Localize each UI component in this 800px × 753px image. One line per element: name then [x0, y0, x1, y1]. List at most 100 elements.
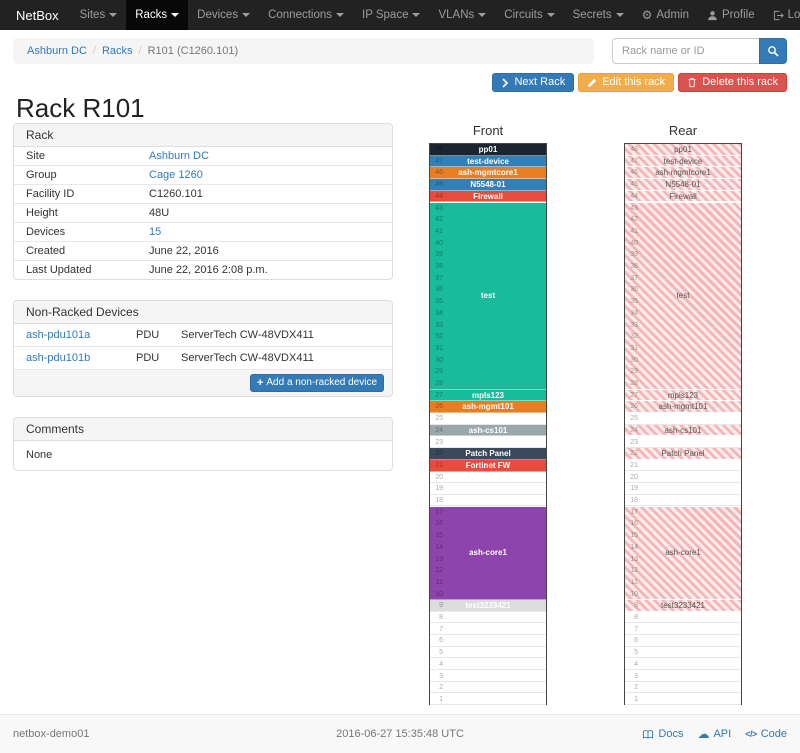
footer-link-label: API — [713, 728, 732, 740]
button-label: Edit this rack — [602, 76, 666, 88]
rack-unit — [430, 612, 546, 624]
table-row: Site Ashburn DC — [14, 147, 392, 166]
book-icon — [642, 729, 654, 740]
nav-item-devices[interactable]: Devices — [188, 0, 259, 30]
nav-item-vlans[interactable]: VLANs — [429, 0, 495, 30]
rack-device[interactable]: ash-mgmtcore1 — [625, 167, 741, 180]
rack-device[interactable]: mpls123 — [625, 389, 741, 402]
nav-item-connections[interactable]: Connections — [259, 0, 353, 30]
attribute-value-link[interactable]: Ashburn DC — [149, 150, 209, 162]
rear-rack-title: Rear — [668, 123, 698, 138]
nav-item-secrets[interactable]: Secrets — [564, 0, 633, 30]
unit-number: 1 — [439, 695, 443, 703]
nav-item-label: Racks — [135, 9, 168, 21]
rack-device[interactable]: ash-core1 — [430, 506, 546, 601]
footer-hostname: netbox-demo01 — [13, 728, 90, 740]
rack-device[interactable]: Firewall — [625, 190, 741, 203]
search-button[interactable] — [759, 38, 787, 64]
logout-icon — [773, 10, 784, 21]
edit-rack-button[interactable]: Edit this rack — [578, 73, 675, 92]
rack-device[interactable]: pp01 — [430, 144, 546, 156]
rack-device[interactable]: N5548-01 — [430, 179, 546, 191]
unit-number: 44 — [435, 192, 443, 200]
device-link[interactable]: ash-pdu101b — [26, 352, 91, 364]
unit-number: 19 — [630, 485, 638, 493]
gear-icon: ⚙ — [641, 8, 653, 22]
unit-number: 2 — [634, 684, 638, 692]
nav-item-racks[interactable]: Racks — [126, 0, 189, 30]
footer-link-docs[interactable]: Docs — [642, 728, 683, 740]
nav-item-ip-space[interactable]: IP Space — [353, 0, 429, 30]
unit-number: 9 — [439, 602, 443, 610]
rack-device[interactable]: N5548-01 — [625, 179, 741, 191]
rack-device[interactable]: test — [430, 202, 546, 390]
unit-number: 15 — [630, 532, 638, 540]
rack-device[interactable]: test3233421 — [625, 600, 741, 612]
rack-device[interactable]: test — [625, 202, 741, 390]
unit-number: 34 — [435, 309, 443, 317]
unit-number: 7 — [439, 625, 443, 633]
nav-item-sites[interactable]: Sites — [71, 0, 127, 30]
footer-link-code[interactable]: </> Code — [745, 728, 787, 740]
search-input[interactable] — [612, 38, 760, 64]
unit-number: 27 — [630, 391, 638, 399]
rack-device[interactable]: pp01 — [625, 144, 741, 156]
device-link[interactable]: ash-pdu101a — [26, 329, 91, 341]
rack-device[interactable]: test-device — [430, 155, 546, 168]
rack-unit — [430, 471, 546, 483]
rack-device[interactable]: ash-mgmt101 — [430, 401, 546, 414]
breadcrumb-link[interactable]: Racks — [101, 45, 133, 57]
nav-item-profile[interactable]: Profile — [698, 0, 764, 30]
rack-device[interactable]: ash-core1 — [625, 506, 741, 601]
nav-item-admin[interactable]: ⚙ Admin — [633, 0, 698, 30]
caret-down-icon — [412, 13, 421, 17]
unit-number: 31 — [630, 344, 638, 352]
non-racked-panel-title: Non-Racked Devices — [14, 301, 392, 324]
unit-number: 43 — [435, 204, 443, 212]
rack-device[interactable]: ash-cs101 — [625, 424, 741, 437]
table-row: Height 48U — [14, 204, 392, 223]
attribute-label: Created — [26, 245, 66, 257]
rack-device[interactable]: Firewall — [430, 190, 546, 203]
add-non-racked-device-button[interactable]: + Add a non-racked device — [249, 374, 384, 392]
nav-item-label: VLANs — [438, 9, 475, 21]
rack-device[interactable]: Patch Panel — [430, 448, 546, 460]
unit-number: 45 — [435, 181, 443, 189]
caret-down-icon — [242, 13, 251, 17]
nav-item-circuits[interactable]: Circuits — [495, 0, 563, 30]
device-name-cell: ash-pdu101b — [14, 347, 136, 369]
attribute-value-link[interactable]: Cage 1260 — [149, 169, 203, 181]
unit-number: 38 — [630, 263, 638, 270]
unit-number: 24 — [435, 426, 443, 434]
footer-link-api[interactable]: ☁ API — [697, 728, 731, 740]
rack-device[interactable]: test3233421 — [430, 600, 546, 612]
unit-number: 20 — [435, 473, 443, 481]
nav-item-label: Circuits — [504, 9, 543, 21]
unit-number: 32 — [630, 333, 638, 341]
rack-device[interactable]: test-device — [625, 155, 741, 168]
rack-unit — [430, 413, 546, 425]
rack-device[interactable]: Patch Panel — [625, 448, 741, 460]
nav-item-log-out[interactable]: Log out — [764, 0, 800, 30]
unit-number: 46 — [630, 169, 638, 177]
rack-device[interactable]: mpls123 — [430, 389, 546, 402]
rack-device[interactable]: ash-mgmtcore1 — [430, 167, 546, 180]
cloud-icon: ☁ — [697, 727, 710, 741]
unit-number: 35 — [435, 298, 443, 306]
unit-number: 13 — [435, 555, 443, 563]
nav-item-label: Sites — [79, 9, 106, 21]
rack-device[interactable]: Fortinet FW — [430, 459, 546, 472]
brand[interactable]: NetBox — [16, 7, 59, 23]
nav-item-label: Admin — [656, 9, 689, 21]
unit-number: 10 — [435, 590, 443, 598]
action-buttons: Next Rack Edit this rack Delete this rack — [13, 73, 787, 92]
breadcrumb-link[interactable]: Ashburn DC — [27, 45, 87, 57]
rack-device[interactable]: ash-mgmt101 — [625, 401, 741, 414]
rack-unit — [625, 413, 741, 425]
unit-number: 43 — [630, 204, 638, 212]
attribute-value-link[interactable]: 15 — [149, 226, 162, 238]
unit-number: 42 — [630, 216, 638, 224]
delete-rack-button[interactable]: Delete this rack — [678, 73, 787, 92]
rack-device[interactable]: ash-cs101 — [430, 424, 546, 437]
next-rack-button[interactable]: Next Rack — [492, 73, 575, 92]
